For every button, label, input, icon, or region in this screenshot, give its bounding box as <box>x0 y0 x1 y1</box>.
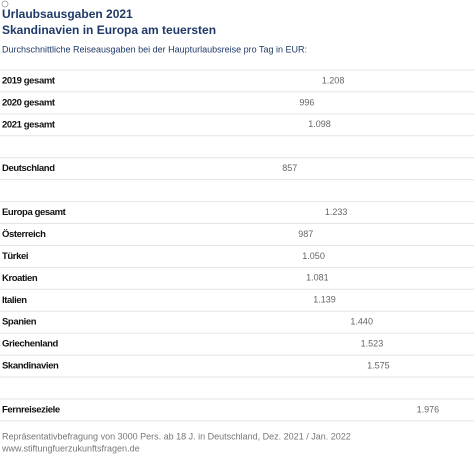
value-label: 1.976 <box>417 404 440 414</box>
value-label: 1.523 <box>361 339 384 349</box>
bar <box>184 360 379 373</box>
chart-title: Urlaubsausgaben 2021 <box>2 7 133 21</box>
bar <box>184 118 320 131</box>
value-label: 857 <box>282 163 297 173</box>
value-label: 1.098 <box>308 119 331 129</box>
icon <box>1 0 9 8</box>
bar <box>184 96 307 109</box>
bar <box>184 272 318 285</box>
category-label: Italien <box>2 295 27 306</box>
value-label: 1.081 <box>306 273 329 283</box>
bar <box>184 250 314 263</box>
description: Durchschnittliche Reiseausgaben bei der … <box>2 44 307 54</box>
category-label: Türkei <box>2 251 28 262</box>
category-label: Griechenland <box>2 339 59 350</box>
bar <box>184 228 306 241</box>
category-label: Spanien <box>2 317 37 328</box>
value-label: 987 <box>298 229 313 239</box>
bar <box>184 316 362 329</box>
category-label: Österreich <box>2 229 46 240</box>
category-label: 2021 gesamt <box>2 119 56 130</box>
value-label: 1.208 <box>322 75 345 85</box>
value-label: 1.440 <box>350 317 373 327</box>
category-label: 2020 gesamt <box>2 97 56 108</box>
value-label: 1.050 <box>302 251 325 261</box>
category-label: Skandinavien <box>2 361 59 372</box>
bar <box>184 74 334 87</box>
bar <box>184 162 290 175</box>
bar <box>184 403 428 416</box>
category-label: Europa gesamt <box>2 207 67 218</box>
url: www.stiftungfuerzukunftsfragen.de <box>1 443 140 453</box>
chart-subtitle: Skandinavien in Europa am teuersten <box>2 23 216 37</box>
bar <box>184 294 325 307</box>
category-label: Kroatien <box>2 273 38 284</box>
value-label: 1.139 <box>313 295 336 305</box>
value-label: 996 <box>299 97 314 107</box>
category-label: 2019 gesamt <box>2 75 56 86</box>
category-label: Deutschland <box>2 163 55 174</box>
source: Repräsentativbefragung von 3000 Pers. ab… <box>2 431 351 441</box>
value-label: 1.233 <box>325 207 348 217</box>
bar <box>184 206 337 219</box>
category-label: Fernreiseziele <box>2 404 60 415</box>
value-label: 1.575 <box>367 360 390 370</box>
bar <box>184 338 372 351</box>
